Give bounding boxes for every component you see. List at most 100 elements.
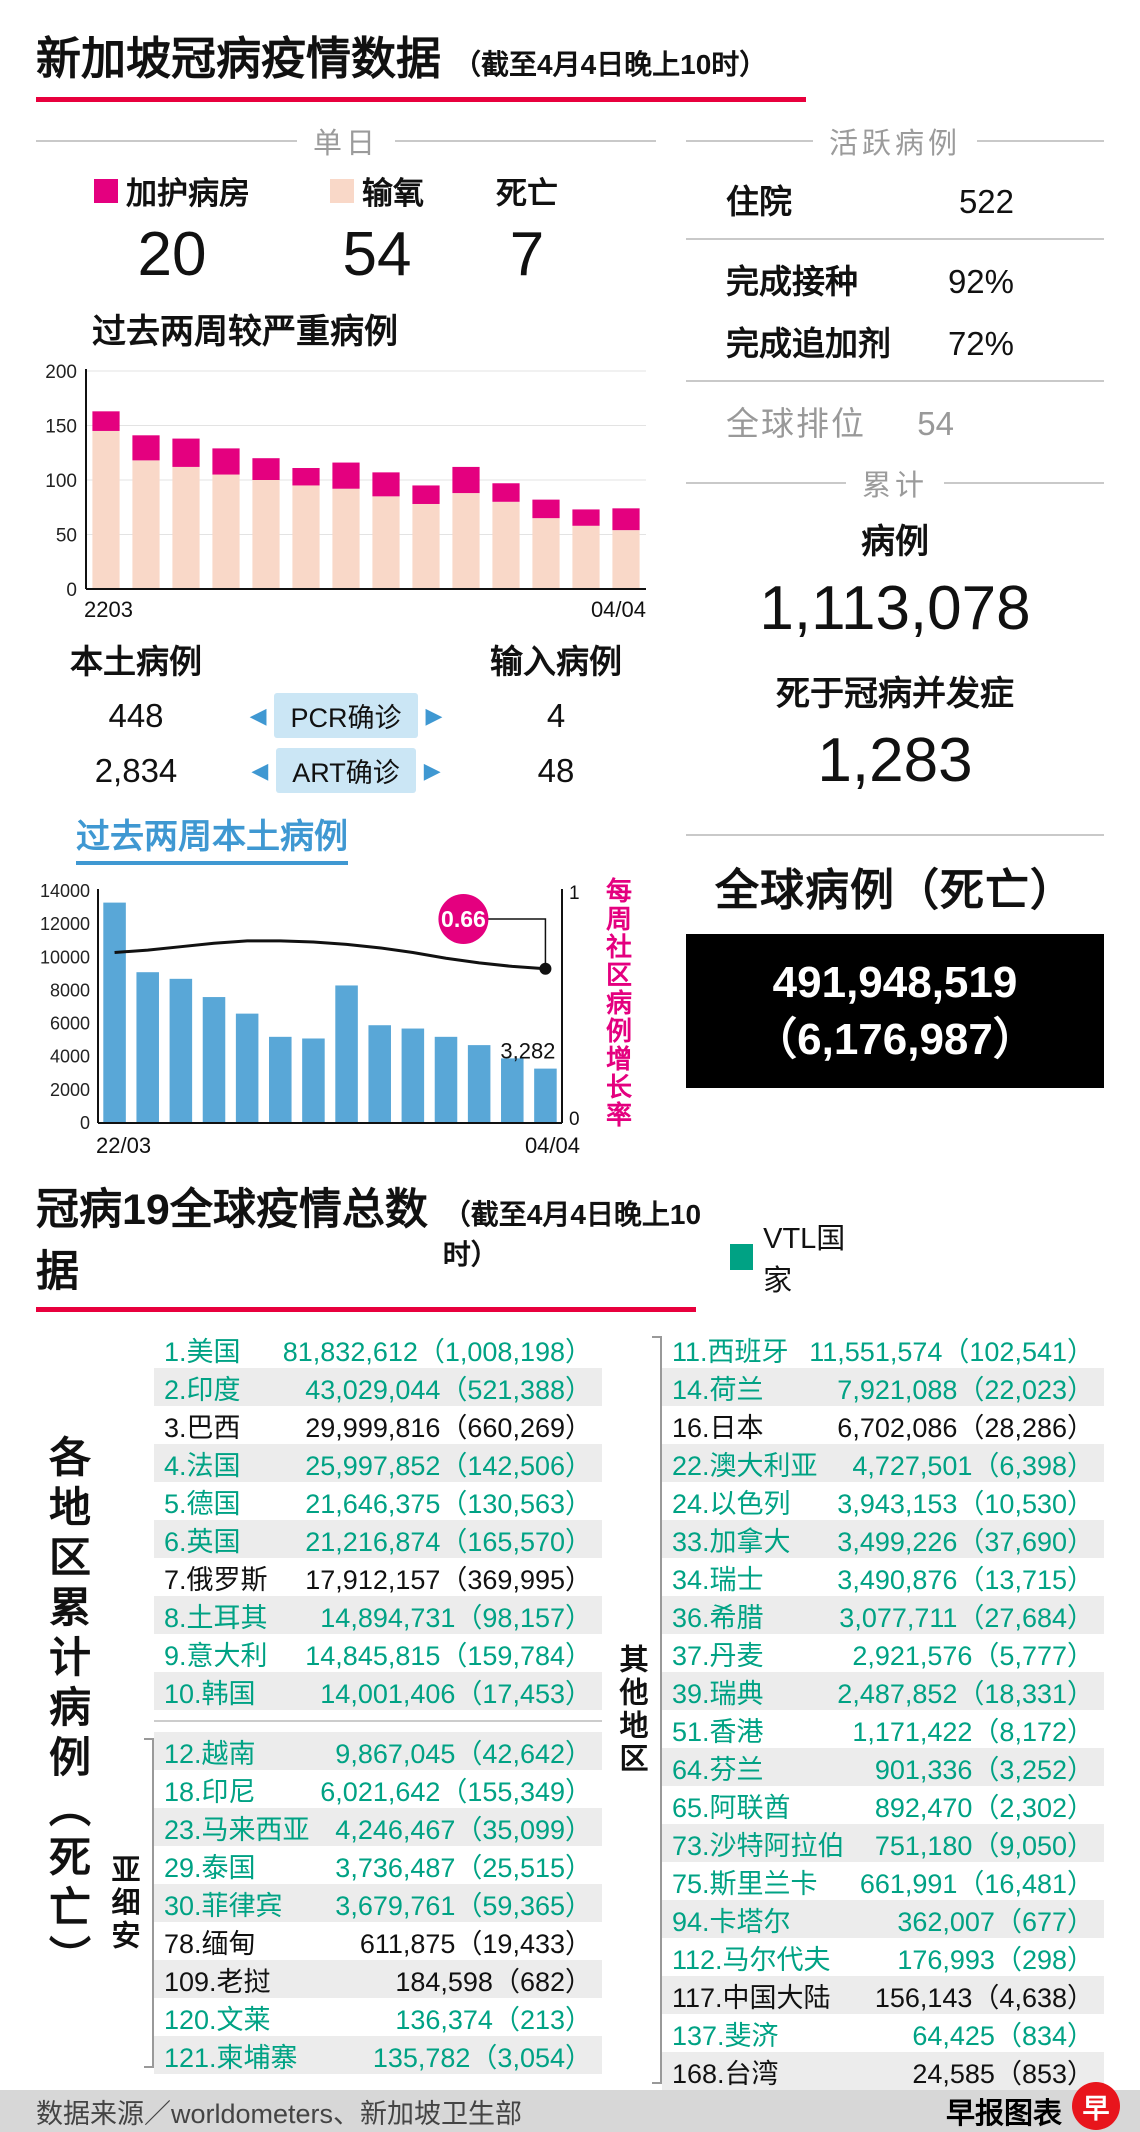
art-tag-label: ART确诊 xyxy=(276,748,416,793)
svg-text:8000: 8000 xyxy=(50,980,90,1000)
table-row: 29.泰国 3,736,487（25,515） xyxy=(154,1846,602,1884)
deaths-value: 7 xyxy=(509,220,545,289)
world-section: 冠病19全球疫情总数据 （截至4月4日晚上10时） VTL国家 各地区累计病例（… xyxy=(0,1175,1140,2090)
country-cases-deaths: 3,736,487（25,515） xyxy=(335,1852,592,1883)
divider-line xyxy=(686,140,813,142)
world-title-underline xyxy=(36,1307,696,1312)
country-name: 10.韩国 xyxy=(164,1678,256,1709)
divider-line xyxy=(154,1720,602,1722)
country-cases-deaths: 661,991（16,481） xyxy=(859,1868,1094,1899)
vaccinated-value: 92% xyxy=(947,263,1014,300)
table-row: 120.文莱 136,374（213） xyxy=(154,1998,602,2036)
table-row: 168.台湾 24,585（853） xyxy=(662,2052,1104,2090)
vaccinated-label: 完成接种 xyxy=(726,263,858,300)
world-table: 各地区累计病例（死亡） 1.美国 81,832,612（1,008,198） 2.印… xyxy=(36,1330,1104,2090)
country-name: 4.法国 xyxy=(164,1450,241,1481)
svg-text:4000: 4000 xyxy=(50,1047,90,1067)
icu-legend: 加护病房 xyxy=(94,168,250,213)
regions-side-label: 各地区累计病例（死亡） xyxy=(43,1435,91,1985)
left-panel: 单日 加护病房 20 输氧 54 死亡 xyxy=(36,110,657,1161)
table-row: 7.俄罗斯 17,912,157（369,995） xyxy=(154,1558,602,1596)
country-name: 39.瑞典 xyxy=(672,1678,764,1709)
table-row: 2.印度 43,029,044（521,388） xyxy=(154,1368,602,1406)
svg-text:14000: 14000 xyxy=(40,881,90,901)
svg-text:150: 150 xyxy=(45,417,77,438)
table-row: 14.荷兰 7,921,088（22,023） xyxy=(662,1368,1104,1406)
country-name: 24.以色列 xyxy=(672,1488,791,1519)
hospitalized-label: 住院 xyxy=(726,183,792,220)
table-row: 75.斯里兰卡 661,991（16,481） xyxy=(662,1862,1104,1900)
country-cases-deaths: 135,782（3,054） xyxy=(372,2042,592,2073)
table-row: 5.德国 21,646,375（130,563） xyxy=(154,1482,602,1520)
table-row: 22.澳大利亚 4,727,501（6,398） xyxy=(662,1444,1104,1482)
country-name: 73.沙特阿拉伯 xyxy=(672,1830,845,1861)
country-cases-deaths: 156,143（4,638） xyxy=(874,1982,1094,2013)
cumulative-cases-value: 1,113,078 xyxy=(759,574,1031,643)
country-name: 121.柬埔寨 xyxy=(164,2042,298,2073)
other-regions-label: 其他地区 xyxy=(615,1644,647,1776)
country-name: 75.斯里兰卡 xyxy=(672,1868,818,1899)
import-pcr-value: 4 xyxy=(546,696,566,734)
table-row: 23.马来西亚 4,246,467（35,099） xyxy=(154,1808,602,1846)
deaths-stat: 死亡 7 xyxy=(452,168,602,290)
svg-text:100: 100 xyxy=(45,471,77,492)
import-art-value: 48 xyxy=(537,751,575,789)
country-cases-deaths: 7,921,088（22,023） xyxy=(837,1374,1094,1405)
main-header: 新加坡冠病疫情数据 （截至4月4日晚上10时） xyxy=(0,0,1140,102)
country-name: 65.阿联酋 xyxy=(672,1792,791,1823)
country-cases-deaths: 21,646,375（130,563） xyxy=(305,1488,592,1519)
active-section-header: 活跃病例 xyxy=(686,120,1105,162)
svg-text:1: 1 xyxy=(569,883,580,904)
country-name: 7.俄罗斯 xyxy=(164,1564,268,1595)
svg-text:0: 0 xyxy=(569,1109,580,1130)
cumulative-deaths-label: 死于冠病并发症 xyxy=(776,675,1014,713)
country-name: 137.斐济 xyxy=(672,2020,779,2051)
table-row: 16.日本 6,702,086（28,286） xyxy=(662,1406,1104,1444)
country-cases-deaths: 6,021,642（155,349） xyxy=(320,1776,592,1807)
global-rank-label: 全球排位 xyxy=(726,405,866,442)
country-cases-deaths: 362,007（677） xyxy=(897,1906,1094,1937)
country-name: 64.芬兰 xyxy=(672,1754,764,1785)
right-arrow-icon: ▶ xyxy=(423,757,441,783)
table-row: 8.土耳其 14,894,731（98,157） xyxy=(154,1596,602,1634)
divider-line xyxy=(977,140,1105,142)
country-cases-deaths: 21,216,874（165,570） xyxy=(305,1526,592,1557)
world-header: 冠病19全球疫情总数据 （截至4月4日晚上10时） VTL国家 xyxy=(36,1175,1104,1299)
svg-text:12000: 12000 xyxy=(40,914,90,934)
country-cases-deaths: 3,077,711（27,684） xyxy=(839,1602,1094,1633)
oxygen-swatch-icon xyxy=(330,178,354,203)
table-column-left: 1.美国 81,832,612（1,008,198） 2.印度 43,029,044（… xyxy=(102,1330,602,2090)
table-row: 121.柬埔寨 135,782（3,054） xyxy=(154,2036,602,2074)
cumulative-section-title: 累计 xyxy=(862,470,929,502)
table-row: 64.芬兰 901,336（3,252） xyxy=(662,1748,1104,1786)
table-row: 36.希腊 3,077,711（27,684） xyxy=(662,1596,1104,1634)
country-name: 11.西班牙 xyxy=(672,1336,789,1367)
table-row: 30.菲律宾 3,679,761（59,365） xyxy=(154,1884,602,1922)
table-row: 73.沙特阿拉伯 751,180（9,050） xyxy=(662,1824,1104,1862)
table-column-right: 其他地区 11.西班牙 11,551,574（102,541） 14.荷兰 7,921… xyxy=(610,1330,1104,2090)
title-underline xyxy=(36,97,806,102)
deaths-legend: 死亡 xyxy=(496,168,558,213)
data-source: 数据来源／worldometers、新加坡卫生部 xyxy=(36,2098,523,2129)
svg-text:04/04: 04/04 xyxy=(591,597,646,622)
svg-text:0: 0 xyxy=(80,1113,90,1133)
table-row: 9.意大利 14,845,815（159,784） xyxy=(154,1634,602,1672)
daily-section-header: 单日 xyxy=(36,120,657,162)
vtl-legend-label: VTL国家 xyxy=(763,1223,846,1297)
local-chart-title-row: 过去两周本土病例 xyxy=(36,793,656,875)
country-cases-deaths: 4,246,467（35,099） xyxy=(335,1814,592,1845)
country-name: 34.瑞士 xyxy=(672,1564,764,1595)
global-rank-row: 全球排位 54 xyxy=(686,390,1104,452)
country-cases-deaths: 25,997,852（142,506） xyxy=(305,1450,592,1481)
table-row: 109.老挝 184,598（682） xyxy=(154,1960,602,1998)
country-name: 94.卡塔尔 xyxy=(672,1906,791,1937)
country-cases-deaths: 14,894,731（98,157） xyxy=(320,1602,592,1633)
country-cases-deaths: 184,598（682） xyxy=(395,1966,592,1997)
world-title: 冠病19全球疫情总数据 xyxy=(36,1186,428,1296)
svg-text:2203: 2203 xyxy=(84,597,133,622)
country-cases-deaths: 9,867,045（42,642） xyxy=(335,1738,592,1769)
severe-chart-title: 过去两周较严重病例 xyxy=(92,313,398,351)
asean-group: 亚细安 12.越南 9,867,045（42,642） 18.印尼 6,021,642… xyxy=(102,1732,602,2074)
dashboard: 单日 加护病房 20 输氧 54 死亡 xyxy=(0,110,1140,1161)
